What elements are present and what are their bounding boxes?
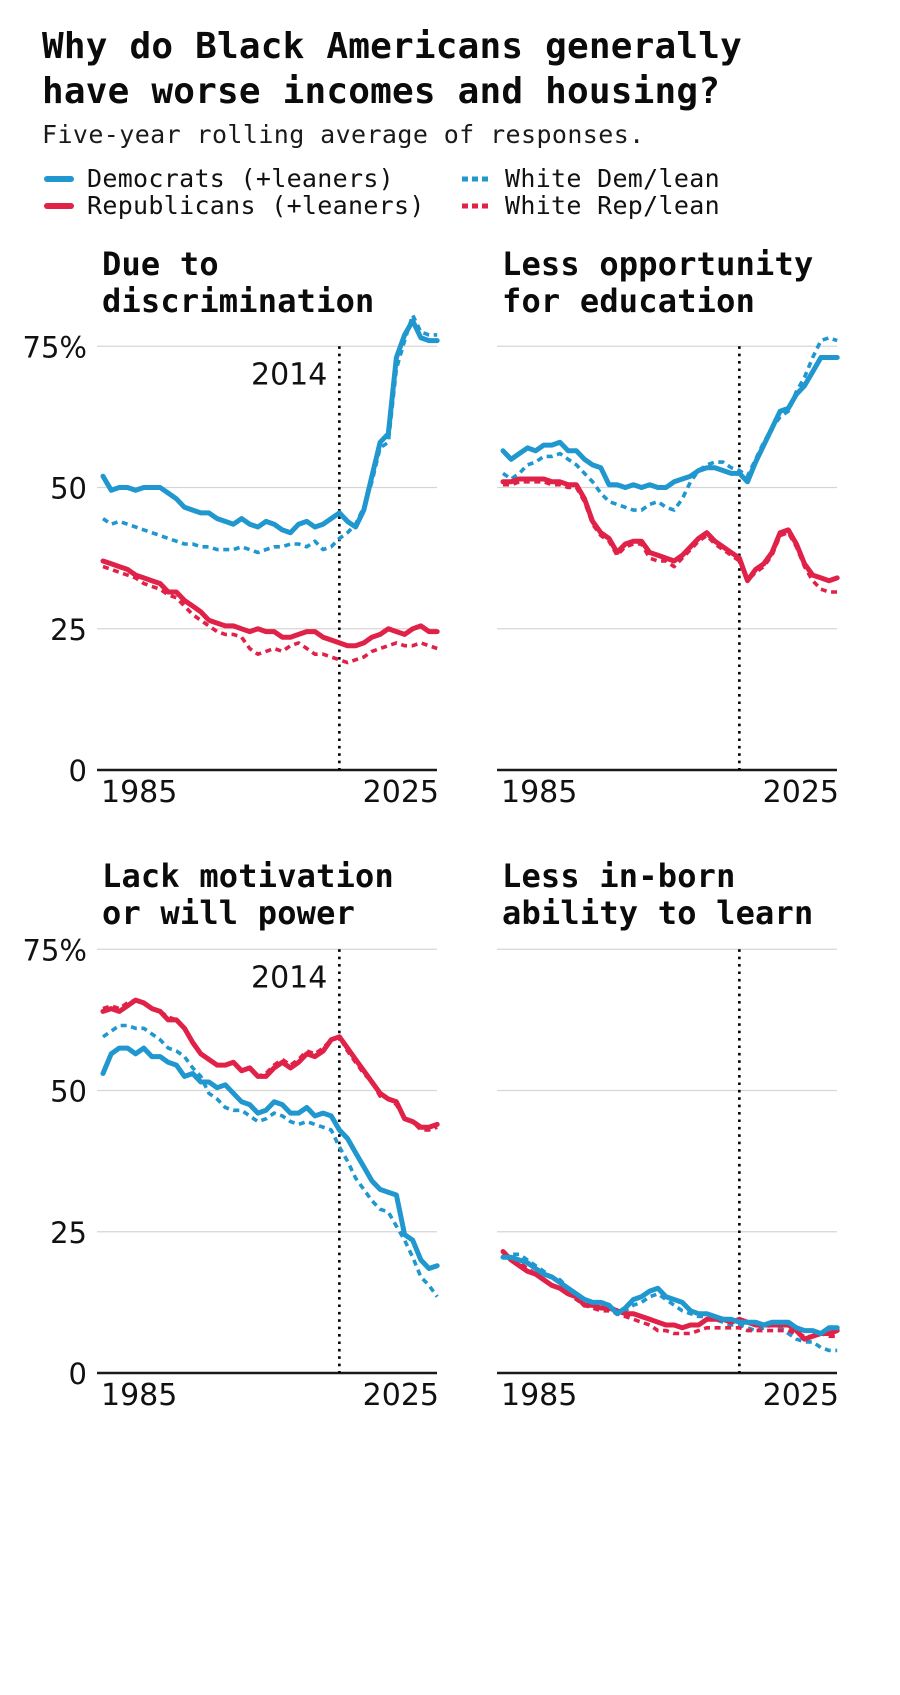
vline-label: 2014 [251, 960, 327, 995]
y-tick-label-75: 75% [23, 330, 87, 364]
y-tick-label-0: 0 [69, 1357, 87, 1391]
legend-label: White Dem/lean [505, 164, 720, 193]
panel-1: 1985 2025 [497, 335, 840, 810]
x-tick-label-2025: 2025 [363, 775, 439, 810]
series-dem [100, 1045, 440, 1271]
series-white_rep [102, 564, 438, 665]
dashed-line-swatch-icon [462, 203, 490, 208]
panel-title-3: Less in-born ability to learn [502, 857, 814, 932]
legend-item-republicans-leaners: Republicans (+leaners) [44, 191, 425, 220]
panel-title-0: Due to discrimination [102, 245, 375, 320]
y-tick-label-25: 25 [50, 613, 87, 647]
series-rep [500, 476, 840, 584]
series-dem [500, 1254, 840, 1336]
x-tick-label-1985: 1985 [101, 1378, 177, 1413]
panel-title-2: Lack motivation or will power [102, 857, 394, 932]
series-white_dem [502, 1252, 838, 1353]
solid-line-swatch-icon [44, 202, 74, 209]
series-white_dem [101, 1023, 439, 1298]
panel-title-1: Less opportunity for education [502, 245, 814, 320]
panel-0: 75% 50 25 0 2014 1985 2025 [23, 313, 440, 810]
x-tick-label-1985: 1985 [101, 775, 177, 810]
series-dem [100, 318, 440, 536]
chart-subtitle: Five-year rolling average of responses. [42, 120, 645, 149]
legend-label: Republicans (+leaners) [87, 191, 425, 220]
series-rep [100, 558, 440, 649]
legend-item-white-dem-lean: White Dem/lean [462, 164, 720, 193]
vline-label: 2014 [251, 357, 327, 392]
legend-label: Democrats (+leaners) [87, 164, 395, 193]
panel-2: 75% 50 25 0 2014 1985 2025 [23, 933, 440, 1413]
y-tick-label-0: 0 [69, 754, 87, 788]
y-tick-label-25: 25 [50, 1216, 87, 1250]
x-tick-label-2025: 2025 [363, 1378, 439, 1413]
x-tick-label-2025: 2025 [763, 1378, 839, 1413]
y-tick-label-50: 50 [50, 472, 87, 506]
series-rep [100, 997, 440, 1130]
x-tick-label-1985: 1985 [501, 1378, 577, 1413]
dashed-line-swatch-icon [462, 176, 490, 181]
series-white_rep [102, 998, 438, 1132]
series-dem [500, 355, 840, 490]
legend-item-white-rep-lean: White Rep/lean [462, 191, 720, 220]
chart-legend: Democrats (+leaners) Republicans (+leaner… [0, 164, 900, 223]
legend-label: White Rep/lean [505, 191, 720, 220]
x-tick-label-2025: 2025 [763, 775, 839, 810]
solid-line-swatch-icon [44, 175, 74, 182]
y-tick-label-50: 50 [50, 1075, 87, 1109]
series-white_rep [503, 479, 838, 594]
y-tick-label-75: 75% [23, 933, 87, 967]
x-tick-label-1985: 1985 [501, 775, 577, 810]
chart-title: Why do Black Americans generally have wo… [42, 26, 742, 112]
legend-item-democrats-leaners: Democrats (+leaners) [44, 164, 395, 193]
series-white_dem [501, 335, 838, 512]
panel-3: 1985 2025 [497, 948, 840, 1413]
series-rep [500, 1249, 840, 1342]
